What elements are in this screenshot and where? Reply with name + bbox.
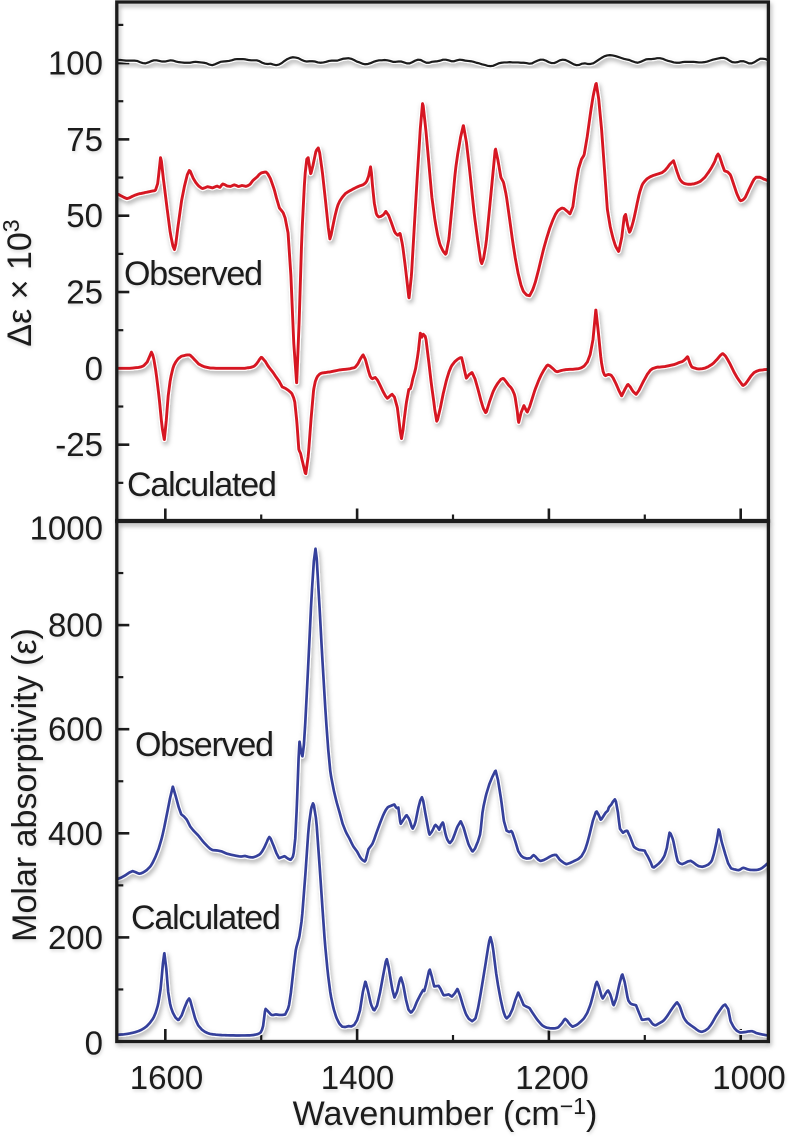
ir-ytick-label-1000: 1000 [30,510,103,547]
vcd-ytick-label-75: 75 [66,121,103,158]
vcd-ytick-label-25: 25 [66,274,103,311]
vcd-ytick-label-100: 100 [48,45,103,82]
chart-text: -25 0 25 50 75 100 Observed Calculated Δε × 103 0… [0,45,786,1133]
ir-label-observed: Observed [135,726,273,764]
ir-ytick-label-0: 0 [85,1025,103,1062]
ir-series-observed [116,546,769,882]
vcd-observed-line [116,82,769,385]
tspan: Δε × 10 [1,232,39,346]
panel-frames [115,0,771,1044]
vcd-baseline-noise-line [116,54,769,68]
vcd-series-observed [116,80,769,386]
ir-observed-casing [116,546,769,882]
ir-xtick-label-1600: 1600 [130,1059,203,1096]
tspan: ) [586,1095,597,1133]
ir-calculated-line [116,802,769,1037]
ir-xtick-label-1000: 1000 [712,1059,785,1096]
ir-ytick-label-400: 400 [48,815,103,852]
ir-xtick-label-1200: 1200 [515,1059,588,1096]
ir-ticks [116,519,742,1043]
ir-ytick-label-600: 600 [48,711,103,748]
tspan: 3 [0,219,24,232]
vcd-ytick-label-0: 0 [85,350,103,387]
ir-xtick-label-1400: 1400 [321,1059,394,1096]
vcd-label-calculated: Calculated [127,466,276,504]
ir-frame [115,519,771,1044]
vcd-ylabel: Δε × 103 [0,219,39,346]
ir-ylabel: Molar absorptivity (ε) [6,628,44,942]
ir-observed-line [116,547,769,881]
vcd-ytick-label-50: 50 [66,197,103,234]
vcd-series-calculated [116,307,769,477]
tspan: Molar absorptivity (ε) [6,628,44,942]
vcd-calculated-line [116,308,769,476]
ir-ytick-label-200: 200 [48,919,103,956]
ir-series-calculated [116,800,769,1038]
vcd-label-observed: Observed [124,255,262,293]
vcd-observed-casing [116,80,769,386]
tspan: −1 [560,1093,586,1119]
ir-label-calculated: Calculated [131,899,280,937]
vcd-series-baseline-noise [116,52,769,69]
vcd-ytick-label--25: -25 [55,426,103,463]
tspan: Wavenumber (cm [293,1095,560,1133]
ir-xlabel: Wavenumber (cm−1) [293,1093,598,1133]
ir-ytick-label-800: 800 [48,607,103,644]
